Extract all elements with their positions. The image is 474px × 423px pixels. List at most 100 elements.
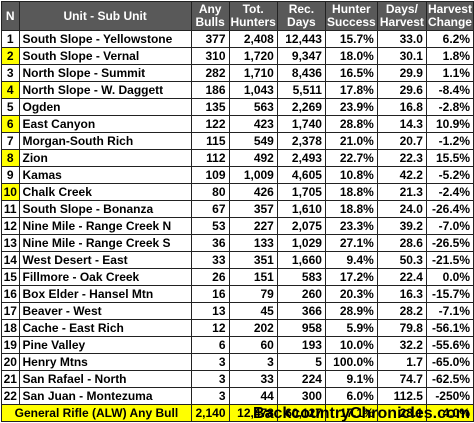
cell-rec-days: 366 — [276, 302, 326, 320]
cell-any-bulls: 53 — [190, 217, 230, 235]
total-tot-hunters: 12,478 — [228, 404, 278, 422]
cell-rec-days: 224 — [276, 370, 326, 388]
total-rec-days: 60,127 — [276, 404, 326, 422]
cell-hunter-success: 17.2% — [324, 268, 378, 286]
cell-hunter-success: 10.0% — [324, 336, 378, 354]
cell-harvest-change: -15.7% — [425, 285, 474, 303]
cell-unit: Zion — [18, 149, 192, 167]
table-row: 5 Ogden 135 563 2,269 23.9% 16.8 -2.8% — [1, 98, 474, 116]
cell-rec-days: 1,610 — [276, 200, 326, 218]
header-tot-hunters: Tot. Hunters — [228, 1, 278, 31]
cell-rec-days: 1,740 — [276, 115, 326, 133]
cell-unit: East Canyon — [18, 115, 192, 133]
cell-days-harvest: 21.3 — [376, 183, 427, 201]
table-row: 22 San Juan - Montezuma 3 44 300 6.0% 112.5 -25… — [1, 387, 474, 405]
header-days-harvest: Days/ Harvest — [376, 1, 427, 31]
cell-rec-days: 583 — [276, 268, 326, 286]
cell-tot-hunters: 1,710 — [228, 64, 278, 82]
cell-days-harvest: 1.7 — [376, 353, 427, 371]
table-row: 14 West Desert - East 33 351 1,660 9.4% 50.3 -2… — [1, 251, 474, 269]
cell-days-harvest: 20.7 — [376, 132, 427, 150]
cell-tot-hunters: 1,043 — [228, 81, 278, 99]
cell-hunter-success: 17.8% — [324, 81, 378, 99]
cell-harvest-change: -2.8% — [425, 98, 474, 116]
total-any-bulls: 2,140 — [190, 404, 230, 422]
cell-harvest-change: -2.4% — [425, 183, 474, 201]
cell-days-harvest: 33.0 — [376, 30, 427, 48]
cell-n: 7 — [1, 132, 20, 150]
cell-days-harvest: 16.8 — [376, 98, 427, 116]
cell-harvest-change: 15.5% — [425, 149, 474, 167]
cell-days-harvest: 24.0 — [376, 200, 427, 218]
cell-tot-hunters: 357 — [228, 200, 278, 218]
table-row: 9 Kamas 109 1,009 4,605 10.8% 42.2 -5.2% — [1, 166, 474, 184]
cell-unit: San Rafael - North — [18, 370, 192, 388]
cell-hunter-success: 28.8% — [324, 115, 378, 133]
cell-any-bulls: 115 — [190, 132, 230, 150]
cell-n: 18 — [1, 319, 20, 337]
cell-rec-days: 9,347 — [276, 47, 326, 65]
table-row: 16 Box Elder - Hansel Mtn 16 79 260 20.3% 16.3… — [1, 285, 474, 303]
cell-rec-days: 300 — [276, 387, 326, 405]
cell-tot-hunters: 3 — [228, 353, 278, 371]
cell-harvest-change: -62.5% — [425, 370, 474, 388]
cell-hunter-success: 9.4% — [324, 251, 378, 269]
cell-unit: San Juan - Montezuma — [18, 387, 192, 405]
table-row: 11 South Slope - Bonanza 67 357 1,610 18.8% 24… — [1, 200, 474, 218]
cell-any-bulls: 186 — [190, 81, 230, 99]
cell-unit: South Slope - Vernal — [18, 47, 192, 65]
cell-tot-hunters: 549 — [228, 132, 278, 150]
cell-rec-days: 1,705 — [276, 183, 326, 201]
site-credit-text: BackcountryChronicles.com — [253, 405, 470, 422]
cell-tot-hunters: 2,408 — [228, 30, 278, 48]
cell-n: 17 — [1, 302, 20, 320]
cell-tot-hunters: 1,720 — [228, 47, 278, 65]
cell-n: 2 — [1, 47, 20, 65]
cell-harvest-change: -55.6% — [425, 336, 474, 354]
table-body: 1 South Slope - Yellowstone 377 2,408 12,443… — [1, 30, 474, 405]
cell-unit: Chalk Creek — [18, 183, 192, 201]
cell-harvest-change: -56.1% — [425, 319, 474, 337]
cell-any-bulls: 112 — [190, 149, 230, 167]
cell-harvest-change: -26.4% — [425, 200, 474, 218]
cell-tot-hunters: 60 — [228, 336, 278, 354]
cell-harvest-change: -65.0% — [425, 353, 474, 371]
total-row: General Rifle (ALW) Any Bull 2,140 12,47… — [1, 404, 474, 422]
table-row: 20 Henry Mtns 3 3 5 100.0% 1.7 -65.0% — [1, 353, 474, 371]
header-row: N Unit - Sub Unit Any Bulls Tot. Hunters… — [1, 1, 474, 31]
cell-tot-hunters: 563 — [228, 98, 278, 116]
cell-hunter-success: 9.1% — [324, 370, 378, 388]
cell-unit: North Slope - Summit — [18, 64, 192, 82]
cell-any-bulls: 36 — [190, 234, 230, 252]
cell-n: 1 — [1, 30, 20, 48]
cell-unit: Kamas — [18, 166, 192, 184]
cell-tot-hunters: 79 — [228, 285, 278, 303]
total-label: General Rifle (ALW) Any Bull — [1, 404, 192, 422]
cell-rec-days: 2,269 — [276, 98, 326, 116]
cell-rec-days: 4,605 — [276, 166, 326, 184]
cell-n: 21 — [1, 370, 20, 388]
cell-tot-hunters: 133 — [228, 234, 278, 252]
cell-unit: South Slope - Bonanza — [18, 200, 192, 218]
cell-any-bulls: 12 — [190, 319, 230, 337]
cell-days-harvest: 29.6 — [376, 81, 427, 99]
cell-harvest-change: 1.8% — [425, 47, 474, 65]
header-rec-days: Rec. Days — [276, 1, 326, 31]
cell-n: 16 — [1, 285, 20, 303]
cell-hunter-success: 28.9% — [324, 302, 378, 320]
cell-any-bulls: 3 — [190, 370, 230, 388]
cell-harvest-change: -8.4% — [425, 81, 474, 99]
cell-unit: South Slope - Yellowstone — [18, 30, 192, 48]
cell-any-bulls: 13 — [190, 302, 230, 320]
cell-unit: West Desert - East — [18, 251, 192, 269]
cell-days-harvest: 50.3 — [376, 251, 427, 269]
cell-harvest-change: -7.0% — [425, 217, 474, 235]
cell-n: 8 — [1, 149, 20, 167]
cell-any-bulls: 122 — [190, 115, 230, 133]
cell-n: 12 — [1, 217, 20, 235]
cell-rec-days: 2,075 — [276, 217, 326, 235]
cell-hunter-success: 5.9% — [324, 319, 378, 337]
cell-tot-hunters: 45 — [228, 302, 278, 320]
cell-harvest-change: 1.1% — [425, 64, 474, 82]
